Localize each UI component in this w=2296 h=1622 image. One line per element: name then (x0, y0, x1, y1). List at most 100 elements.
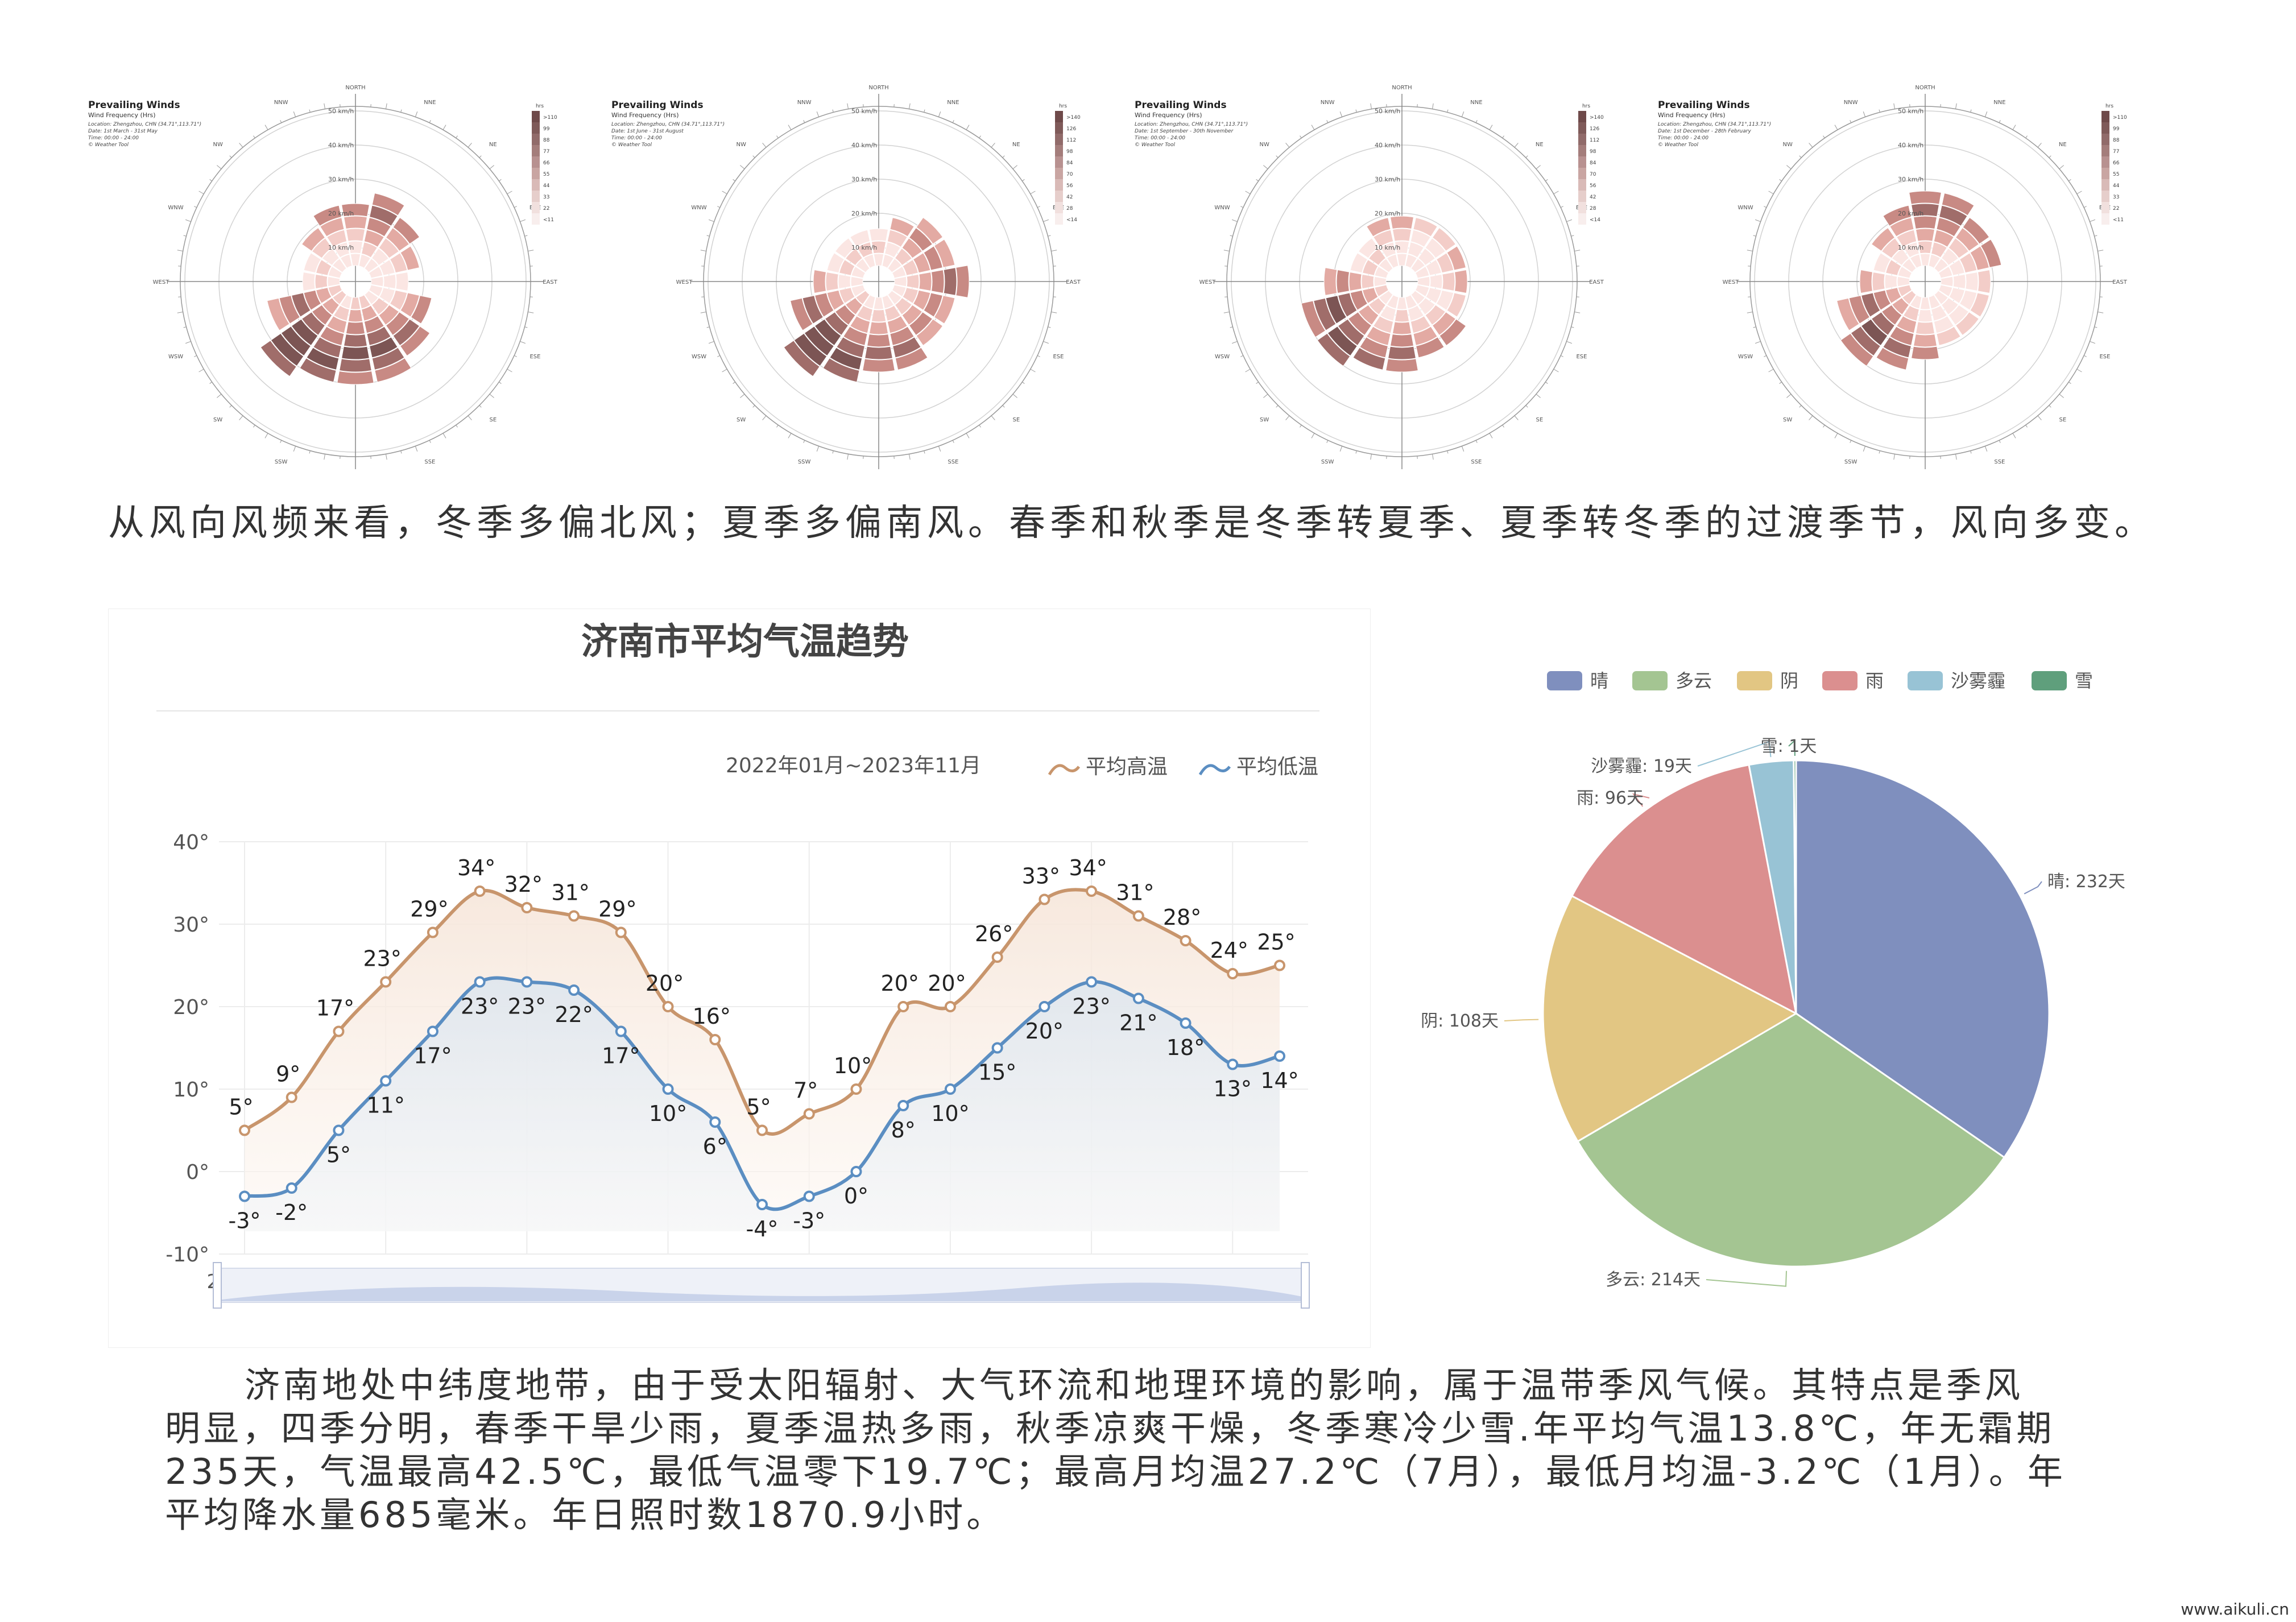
pie-legend-item[interactable]: 沙雾霾 (1908, 670, 2005, 692)
legend-label[interactable]: 平均低温 (1236, 755, 1318, 779)
pie-legend-swatch[interactable] (1547, 671, 1582, 690)
data-point[interactable] (1180, 935, 1192, 946)
data-point[interactable] (991, 951, 1003, 963)
data-point[interactable] (239, 1124, 250, 1136)
pie-legend-swatch[interactable] (1632, 671, 1668, 690)
data-point[interactable] (239, 1190, 250, 1202)
data-point[interactable] (286, 1182, 297, 1194)
data-point[interactable] (944, 1083, 956, 1095)
data-point[interactable] (709, 1034, 721, 1045)
data-point[interactable] (897, 1001, 909, 1012)
data-point[interactable] (1086, 886, 1098, 897)
rose-cell (845, 247, 863, 266)
data-point[interactable] (333, 1025, 345, 1037)
rose-cell (333, 305, 350, 321)
rose-cell (1408, 305, 1425, 321)
pie-legend-swatch[interactable] (1822, 671, 1858, 690)
data-point[interactable] (427, 926, 438, 938)
data-point[interactable] (803, 1108, 815, 1120)
data-point[interactable] (709, 1116, 721, 1128)
slider-handle-left[interactable] (213, 1262, 222, 1309)
data-point[interactable] (568, 910, 580, 922)
rose-cell (347, 309, 363, 322)
pie-legend-label[interactable]: 雪 (2075, 670, 2093, 692)
rose-cell (301, 311, 326, 336)
pie-legend-label[interactable]: 沙雾霾 (1951, 670, 2005, 692)
data-label: -4° (746, 1216, 779, 1242)
legend-label[interactable]: 平均高温 (1086, 755, 1168, 779)
rose-cell (399, 325, 431, 357)
data-point[interactable] (850, 1166, 862, 1177)
data-point[interactable] (897, 1100, 909, 1111)
rose-cell (1388, 346, 1416, 360)
data-point[interactable] (1132, 910, 1144, 922)
slider-preview (222, 1282, 1302, 1301)
data-point[interactable] (615, 926, 627, 938)
data-point[interactable] (380, 1075, 392, 1087)
y-tick-label: 10° (173, 1078, 209, 1102)
data-point[interactable] (850, 1083, 862, 1095)
rose-direction-label: WEST (1199, 279, 1217, 285)
pie-legend-item[interactable]: 晴 (1547, 670, 1608, 692)
pie-slice[interactable] (1542, 895, 1798, 1143)
legend-swatch[interactable] (1048, 764, 1081, 776)
rose-cell (912, 289, 931, 311)
pie-slice[interactable] (1570, 764, 1798, 1015)
pie-legend-item[interactable]: 雨 (1822, 670, 1884, 692)
rose-cell (1425, 304, 1446, 326)
rose-tick (1326, 440, 1329, 443)
pie-slice[interactable] (1576, 1012, 2006, 1268)
data-point[interactable] (1039, 893, 1050, 905)
pie-legend-item[interactable]: 阴 (1737, 670, 1798, 692)
data-point[interactable] (662, 1001, 674, 1012)
pie-legend-item[interactable]: 多云 (1632, 670, 1712, 692)
pie-legend-item[interactable]: 雪 (2032, 670, 2093, 692)
rose-cell (333, 242, 350, 258)
data-point[interactable] (286, 1091, 297, 1103)
rose-tick (2037, 415, 2042, 420)
data-point[interactable] (1274, 1050, 1285, 1062)
rose-legend-label: 70 (1590, 172, 1596, 177)
data-point[interactable] (521, 902, 533, 913)
pie-legend-label[interactable]: 多云 (1676, 670, 1712, 692)
data-point[interactable] (1039, 1001, 1050, 1012)
data-point[interactable] (1180, 1017, 1192, 1029)
rose-tick (1879, 109, 1880, 113)
rose-cell (1936, 217, 1961, 237)
data-point[interactable] (474, 886, 486, 897)
data-point[interactable] (1227, 968, 1239, 979)
pie-legend-label[interactable]: 雨 (1865, 670, 1884, 692)
data-point[interactable] (1086, 976, 1098, 988)
rose-tick (1432, 454, 1434, 460)
data-point[interactable] (568, 984, 580, 996)
data-point[interactable] (521, 976, 533, 988)
rose-cell (813, 269, 827, 294)
pie-slice[interactable] (1793, 759, 1797, 1014)
pie-slice[interactable] (1795, 759, 2050, 1159)
data-point[interactable] (615, 1025, 627, 1037)
pie-legend-swatch[interactable] (2032, 671, 2067, 690)
rose-tick (385, 454, 387, 460)
data-point[interactable] (333, 1124, 345, 1136)
pie-legend-swatch[interactable] (1908, 671, 1943, 690)
legend-swatch[interactable] (1198, 764, 1231, 776)
data-point[interactable] (380, 976, 392, 988)
data-point[interactable] (756, 1199, 768, 1210)
pie-legend-label[interactable]: 晴 (1590, 670, 1608, 692)
pie-legend-label[interactable]: 阴 (1780, 670, 1798, 692)
data-point[interactable] (944, 1001, 956, 1012)
data-point[interactable] (474, 976, 486, 988)
data-point[interactable] (756, 1124, 768, 1136)
rose-tick (2069, 179, 2071, 181)
data-point[interactable] (803, 1190, 815, 1202)
data-point[interactable] (427, 1025, 438, 1037)
slider-handle-right[interactable] (1301, 1262, 1310, 1309)
data-point[interactable] (662, 1083, 674, 1095)
rose-cell (332, 258, 347, 273)
pie-legend-swatch[interactable] (1737, 671, 1772, 690)
data-point[interactable] (991, 1042, 1003, 1054)
data-point[interactable] (1132, 992, 1144, 1004)
data-point[interactable] (1274, 959, 1285, 971)
data-point[interactable] (1227, 1058, 1239, 1070)
rose-direction-label: SSE (1471, 459, 1482, 465)
